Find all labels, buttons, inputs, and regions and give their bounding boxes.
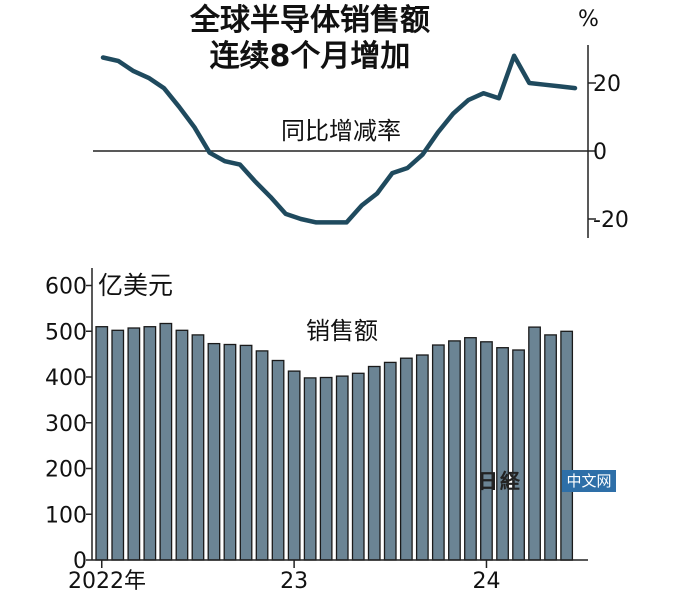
growth-rate-point xyxy=(574,87,576,89)
sales-bar xyxy=(175,329,189,561)
sales-bar xyxy=(159,322,173,561)
sales-bar xyxy=(415,354,429,561)
sales-bar xyxy=(223,343,237,561)
sales-bar xyxy=(464,337,477,561)
sales-bar xyxy=(95,326,109,561)
growth-rate-point xyxy=(406,167,409,169)
growth-rate-point xyxy=(391,172,394,174)
growth-rate-point xyxy=(315,221,318,224)
growth-rate-line-chart: 20 0 -20% 同比增减率 xyxy=(93,7,629,238)
sales-bar xyxy=(496,347,509,561)
sales-bar xyxy=(448,340,461,561)
sales-bar xyxy=(127,327,141,561)
bar-y-tick-label: 600 xyxy=(45,275,87,300)
bar-y-tick-label: 400 xyxy=(45,366,87,391)
growth-rate-point xyxy=(178,106,180,108)
sales-bar xyxy=(143,326,157,561)
growth-rate-point xyxy=(528,82,531,84)
growth-rate-series-label: 同比增减率 xyxy=(281,117,401,145)
growth-rate-point xyxy=(193,126,196,128)
growth-rate-point xyxy=(269,196,272,198)
growth-rate-point xyxy=(239,163,241,166)
growth-rate-point xyxy=(163,87,165,89)
sales-bar xyxy=(544,334,557,561)
growth-rate-point xyxy=(254,180,257,183)
growth-rate-point xyxy=(147,77,150,79)
growth-rate-point xyxy=(421,153,424,156)
line-y-tick-label: -20 xyxy=(593,208,629,233)
growth-rate-point xyxy=(300,218,302,220)
sales-bar xyxy=(335,375,349,561)
growth-rate-point xyxy=(559,85,561,88)
sales-bar xyxy=(239,344,253,561)
line-y-tick-label: 20 xyxy=(593,72,621,97)
growth-rate-point xyxy=(102,56,104,59)
growth-rate-point xyxy=(208,151,211,154)
growth-rate-point xyxy=(498,97,500,100)
sales-bar xyxy=(480,341,493,561)
sales-bar xyxy=(351,372,365,561)
sales-bar xyxy=(528,326,541,561)
bar-x-tick-label: 24 xyxy=(472,569,500,594)
growth-rate-point xyxy=(345,221,348,224)
growth-rate-point xyxy=(224,160,226,162)
sales-bar xyxy=(383,361,397,561)
sales-bar xyxy=(560,330,574,561)
sales-bar xyxy=(271,359,285,561)
growth-rate-point xyxy=(467,99,470,101)
growth-rate-point xyxy=(330,221,333,224)
chart-title-line-1: 全球半导体销售额 xyxy=(190,3,430,38)
growth-rate-point xyxy=(543,83,546,86)
sales-bar xyxy=(431,344,445,561)
bar-y-tick-label: 100 xyxy=(45,503,87,528)
bar-unit-label: 亿美元 xyxy=(98,271,173,300)
bar-y-tick-label: 500 xyxy=(45,320,87,345)
growth-rate-series-line xyxy=(100,53,578,225)
growth-rate-point xyxy=(376,192,378,195)
growth-rate-point xyxy=(513,55,515,57)
growth-rate-point xyxy=(361,204,363,207)
bar-x-tick-label: 23 xyxy=(280,569,308,594)
growth-rate-point xyxy=(452,112,455,115)
sales-bar xyxy=(512,349,525,561)
line-y-tick-label: 0 xyxy=(593,140,607,165)
bar-x-tick-label: 2022年 xyxy=(68,569,146,594)
nikkei-logo-box: 中文网 xyxy=(562,470,616,492)
sales-bar xyxy=(191,334,205,561)
sales-bar xyxy=(111,329,125,561)
bar-y-tick-label: 0 xyxy=(73,549,87,574)
sales-bar xyxy=(287,370,301,561)
growth-rate-point xyxy=(117,60,119,62)
growth-rate-point xyxy=(284,213,287,215)
nikkei-logo-mark: 日経 xyxy=(478,469,522,493)
sales-bar xyxy=(367,365,381,561)
sales-bar xyxy=(319,376,333,561)
line-unit-label: % xyxy=(578,7,599,32)
growth-rate-point xyxy=(437,131,439,134)
chart-title-line-2: 连续8个月增加 xyxy=(209,39,411,74)
sales-bar xyxy=(255,350,269,561)
sales-bar xyxy=(399,357,413,561)
bar-y-tick-label: 200 xyxy=(45,458,87,483)
nikkei-logo: 日経 中文网 xyxy=(478,468,616,494)
sales-series-label: 销售额 xyxy=(306,317,378,345)
growth-rate-point xyxy=(482,92,485,94)
growth-rate-point xyxy=(132,70,135,72)
sales-bar xyxy=(303,377,317,561)
sales-bar xyxy=(207,342,221,561)
bar-y-tick-label: 300 xyxy=(45,412,87,437)
